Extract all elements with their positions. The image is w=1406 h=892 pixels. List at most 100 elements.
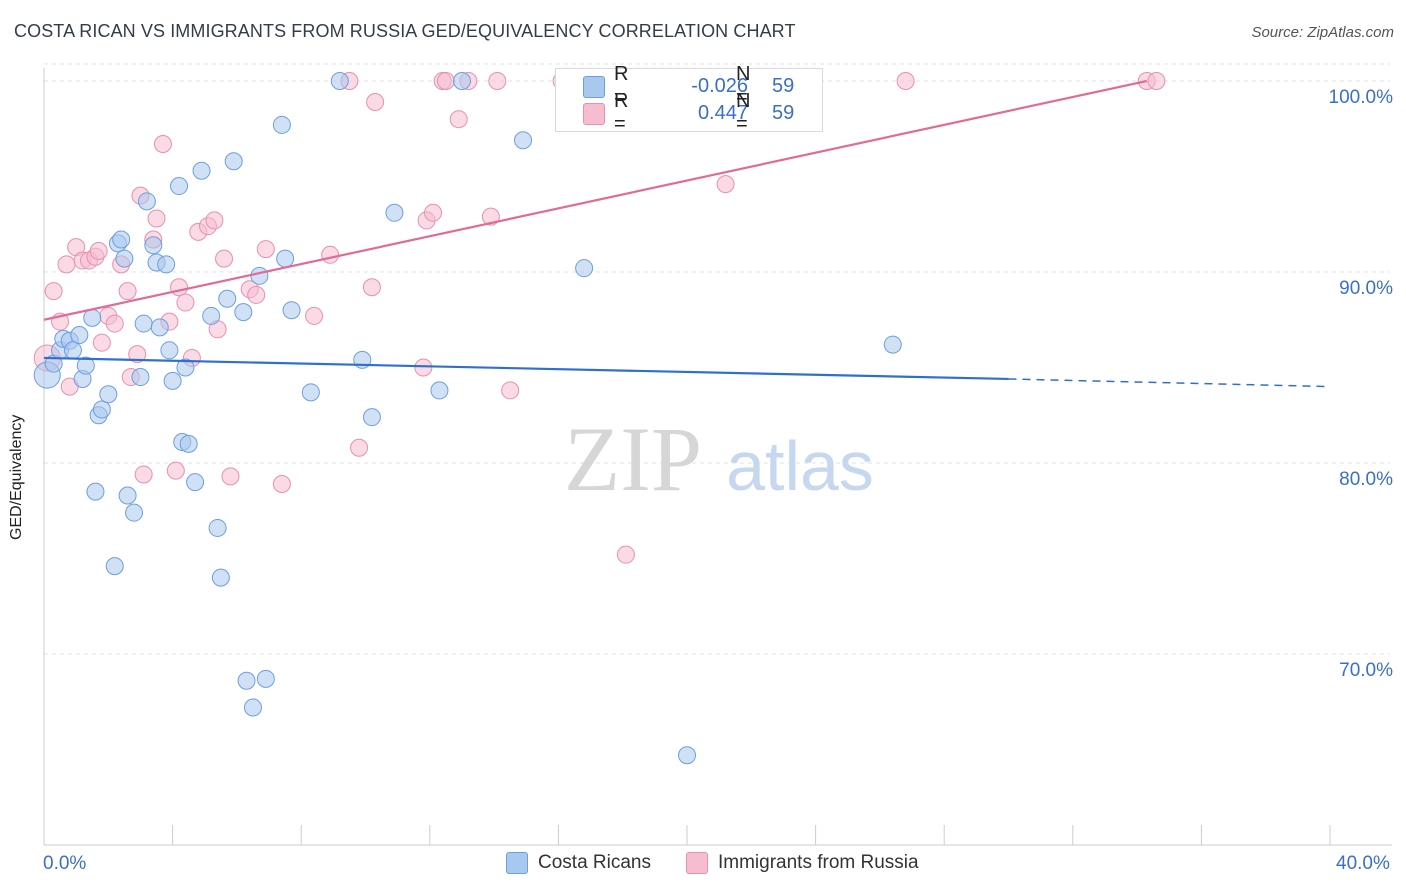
y-tick-label-80: 80.0%	[1339, 469, 1393, 490]
data-point-blue	[70, 326, 89, 345]
y-axis-title: GED/Equivalency	[8, 414, 25, 540]
data-point-blue	[211, 568, 230, 587]
data-point-pink	[89, 241, 108, 260]
data-point-pink	[350, 438, 369, 457]
watermark: ZIP atlas	[564, 408, 874, 510]
data-point-pink	[481, 207, 500, 226]
data-point-blue	[134, 314, 153, 333]
data-point-pink	[176, 293, 195, 312]
data-point-pink	[247, 285, 266, 304]
x-tick-label-min: 0.0%	[43, 853, 87, 874]
data-point-blue	[125, 503, 144, 522]
legend-swatch-blue	[506, 852, 528, 874]
data-point-blue	[282, 301, 301, 320]
data-point-pink	[92, 333, 111, 352]
data-point-pink	[153, 135, 172, 154]
data-point-pink	[272, 475, 291, 494]
data-point-blue	[86, 482, 105, 501]
data-point-pink	[44, 282, 63, 301]
data-point-blue	[250, 266, 269, 285]
data-point-pink	[424, 203, 443, 222]
legend-n-value: 59	[772, 74, 795, 97]
data-point-blue	[112, 230, 131, 249]
data-point-pink	[616, 545, 635, 564]
watermark-atlas: atlas	[726, 427, 874, 505]
data-point-blue	[144, 236, 163, 255]
data-point-pink	[321, 245, 340, 264]
legend-n-label: N =	[736, 90, 751, 135]
data-point-pink	[366, 93, 385, 112]
data-point-blue	[202, 306, 221, 325]
data-point-pink	[501, 381, 520, 400]
data-point-blue	[115, 249, 134, 268]
data-point-blue	[272, 115, 291, 134]
legend-label: Immigrants from Russia	[718, 852, 919, 873]
legend-r-value: -0.026	[691, 74, 748, 97]
data-point-blue	[575, 259, 594, 278]
data-point-blue	[83, 308, 102, 327]
data-point-blue	[160, 341, 179, 360]
data-point-pink	[128, 345, 147, 364]
trendline-blue	[43, 356, 1009, 381]
data-point-pink	[134, 465, 153, 484]
data-point-pink	[488, 72, 507, 90]
source-label: Source: ZipAtlas.com	[1251, 24, 1394, 41]
data-point-blue	[256, 669, 275, 688]
data-point-blue	[163, 371, 182, 390]
data-point-blue	[192, 161, 211, 180]
watermark-zip: ZIP	[564, 408, 702, 510]
data-point-blue	[150, 318, 169, 337]
axes	[43, 68, 1392, 846]
data-point-blue	[514, 131, 533, 150]
legend-n-value: 59	[772, 101, 795, 124]
data-point-pink	[57, 255, 76, 274]
data-point-blue	[330, 72, 349, 90]
data-point-blue	[362, 408, 381, 427]
series-legend: Costa Ricans Immigrants from Russia	[0, 852, 1406, 878]
data-point-pink	[414, 358, 433, 377]
y-tick-label-90: 90.0%	[1339, 278, 1393, 299]
trendline-blue-extension	[1008, 378, 1331, 388]
data-point-blue	[243, 698, 262, 717]
data-point-blue	[883, 335, 902, 354]
legend-label: Costa Ricans	[538, 852, 651, 873]
data-point-pink	[215, 249, 234, 268]
data-point-blue	[118, 486, 137, 505]
legend-r-label: R =	[614, 90, 629, 135]
trendline-pink	[43, 79, 1147, 321]
data-point-blue	[76, 356, 95, 375]
data-point-pink	[716, 175, 735, 194]
legend-r-value: 0.447	[697, 101, 748, 124]
legend-swatch-blue	[583, 76, 605, 98]
data-point-blue	[137, 192, 156, 211]
data-point-blue	[385, 203, 404, 222]
data-point-blue	[105, 557, 124, 576]
data-point-blue	[301, 383, 320, 402]
data-point-pink	[170, 278, 189, 297]
legend-n-label: N =	[736, 63, 751, 108]
data-point-blue	[218, 289, 237, 308]
data-point-pink	[362, 278, 381, 297]
data-point-pink	[1147, 72, 1166, 90]
y-tick-label-100: 100.0%	[1328, 87, 1393, 108]
correlation-legend: R = -0.026 N = 59 R = 0.447 N = 59	[555, 63, 823, 135]
data-point-blue	[237, 671, 256, 690]
y-tick-label-70: 70.0%	[1339, 660, 1393, 681]
data-point-blue	[63, 341, 82, 360]
data-point-pink	[256, 240, 275, 259]
trendlines	[43, 79, 1331, 388]
chart-title: COSTA RICAN VS IMMIGRANTS FROM RUSSIA GE…	[14, 21, 796, 41]
legend-swatch-pink	[583, 103, 605, 125]
legend-item-costa-ricans: Costa Ricans	[506, 852, 651, 874]
data-point-blue	[452, 72, 471, 90]
data-point-pink	[449, 110, 468, 129]
data-point-pink	[221, 467, 240, 486]
data-point-pink	[436, 72, 455, 90]
gridlines	[44, 63, 1390, 655]
x-tick-label-max: 40.0%	[1336, 853, 1390, 874]
data-point-blue	[224, 152, 243, 171]
data-point-pink	[147, 209, 166, 228]
data-point-pink	[105, 314, 124, 333]
data-point-blue	[92, 400, 111, 419]
